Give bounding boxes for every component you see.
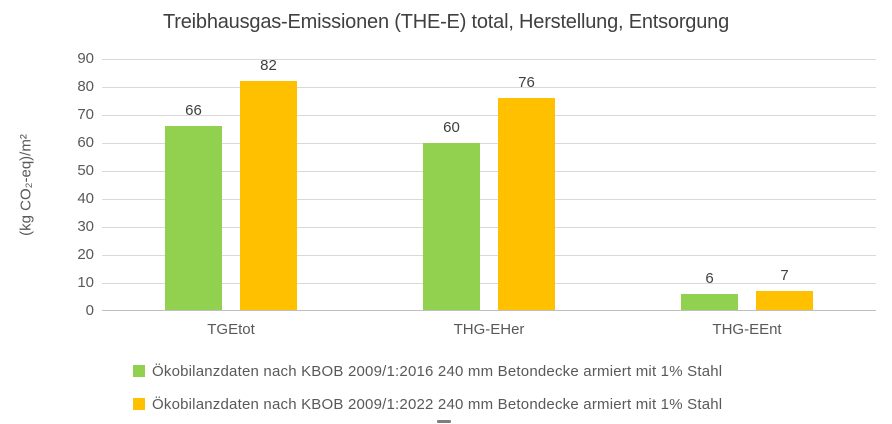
y-axis-tick-label: 20 — [77, 246, 94, 263]
gridline — [102, 255, 876, 256]
gridline — [102, 143, 876, 144]
gridline — [102, 115, 876, 116]
bar-series-2-TGEtot — [240, 81, 297, 311]
bar-value-label: 82 — [260, 57, 277, 75]
legend-swatch-icon — [133, 398, 145, 410]
y-axis-tick-label: 30 — [77, 218, 94, 235]
bar-value-label: 6 — [705, 270, 714, 288]
bar-series-2-THG-EHer — [498, 98, 555, 311]
plot-area — [102, 59, 876, 311]
y-axis-tick-label: 70 — [77, 106, 94, 123]
y-axis-tick-label: 50 — [77, 162, 94, 179]
bar-value-label: 76 — [518, 74, 535, 92]
legend-label: Ökobilanzdaten nach KBOB 2009/1:2022 240… — [152, 395, 723, 413]
x-axis-category-label: TGEtot — [207, 321, 255, 338]
bar-series-1-THG-EHer — [423, 143, 480, 311]
cropped-text-artifact — [437, 420, 451, 423]
bar-value-label: 66 — [185, 102, 202, 120]
gridline — [102, 59, 876, 60]
y-axis-tick-label: 0 — [85, 302, 94, 319]
y-axis-tick-label: 40 — [77, 190, 94, 207]
legend-item-1: Ökobilanzdaten nach KBOB 2009/1:2016 240… — [133, 361, 722, 381]
gridline — [102, 171, 876, 172]
bar-series-2-THG-EEnt — [756, 291, 813, 311]
y-axis-tick-label: 60 — [77, 134, 94, 151]
chart-title: Treibhausgas-Emissionen (THE-E) total, H… — [163, 11, 729, 33]
bar-series-1-THG-EEnt — [681, 294, 738, 311]
bar-series-1-TGEtot — [165, 126, 222, 311]
gridline — [102, 87, 876, 88]
gridline — [102, 283, 876, 284]
x-axis-line — [102, 310, 876, 311]
bar-value-label: 60 — [443, 119, 460, 136]
bar-value-label: 7 — [780, 267, 789, 285]
y-axis-tick-label: 90 — [77, 50, 94, 67]
y-axis-tick-label: 80 — [77, 78, 94, 95]
gridline — [102, 199, 876, 200]
y-axis-tick-label: 10 — [77, 274, 94, 291]
x-axis-category-label: THG-EEnt — [712, 321, 782, 338]
x-axis-category-label: THG-EHer — [453, 321, 525, 338]
legend-item-2: Ökobilanzdaten nach KBOB 2009/1:2022 240… — [133, 394, 722, 414]
legend-swatch-icon — [133, 365, 145, 377]
gridline — [102, 227, 876, 228]
legend-label: Ökobilanzdaten nach KBOB 2009/1:2016 240… — [152, 362, 723, 380]
